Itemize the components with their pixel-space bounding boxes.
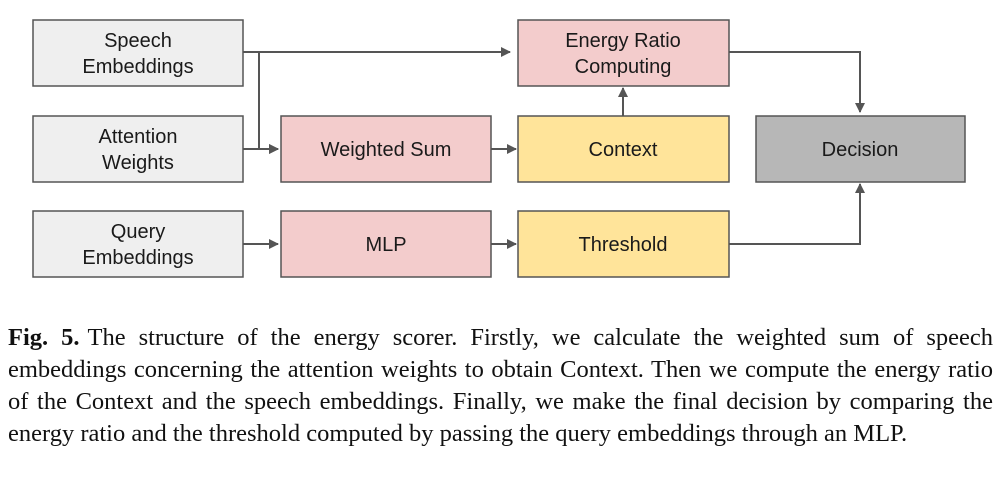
- node-mlp-label: MLP: [365, 234, 406, 256]
- node-weighted-sum-box: [280, 115, 492, 183]
- node-threshold-label: Threshold: [579, 234, 668, 256]
- node-attention-weights-line-1: Attention: [99, 126, 178, 148]
- node-energy-ratio-line-1: Energy Ratio: [565, 30, 681, 52]
- node-mlp-box: [280, 210, 492, 278]
- node-context-box: [517, 115, 730, 183]
- node-mlp: MLP: [280, 210, 492, 278]
- node-decision-label: Decision: [822, 139, 899, 161]
- node-weighted-sum: Weighted Sum: [280, 115, 492, 183]
- node-threshold: Threshold: [517, 210, 730, 278]
- node-context: Context: [517, 115, 730, 183]
- node-attention-weights-line-2: Weights: [102, 152, 174, 174]
- figure-caption: Fig. 5. The structure of the energy score…: [8, 322, 993, 450]
- node-query-embeddings-line-2: Embeddings: [82, 247, 193, 269]
- energy-scorer-diagram: Speech Embeddings Attention Weights Quer…: [32, 19, 966, 278]
- node-threshold-box: [517, 210, 730, 278]
- node-speech-embeddings: Speech Embeddings: [32, 19, 244, 87]
- edge-threshold-to-decision: [729, 183, 865, 245]
- node-query-embeddings-line-1: Query: [111, 221, 165, 243]
- figure-caption-label: Fig. 5.: [8, 324, 80, 351]
- figure-caption-text: The structure of the energy scorer. Firs…: [8, 324, 993, 447]
- node-energy-ratio-box: [517, 19, 730, 87]
- node-weighted-sum-label: Weighted Sum: [321, 139, 452, 161]
- edge-speech-to-weighted-sum: [258, 52, 279, 154]
- node-attention-weights-box: [32, 115, 244, 183]
- node-decision-box: [755, 115, 966, 183]
- node-attention-weights: Attention Weights: [32, 115, 244, 183]
- node-energy-ratio-line-2: Computing: [575, 56, 672, 78]
- node-energy-ratio-computing: Energy Ratio Computing: [517, 19, 730, 87]
- node-context-label: Context: [589, 139, 658, 161]
- edge-energy-ratio-to-decision: [729, 51, 865, 113]
- node-speech-embeddings-box: [32, 19, 244, 87]
- node-speech-embeddings-line-1: Speech: [104, 30, 172, 52]
- node-speech-embeddings-line-2: Embeddings: [82, 56, 193, 78]
- node-query-embeddings: Query Embeddings: [32, 210, 244, 278]
- node-decision: Decision: [755, 115, 966, 183]
- node-query-embeddings-box: [32, 210, 244, 278]
